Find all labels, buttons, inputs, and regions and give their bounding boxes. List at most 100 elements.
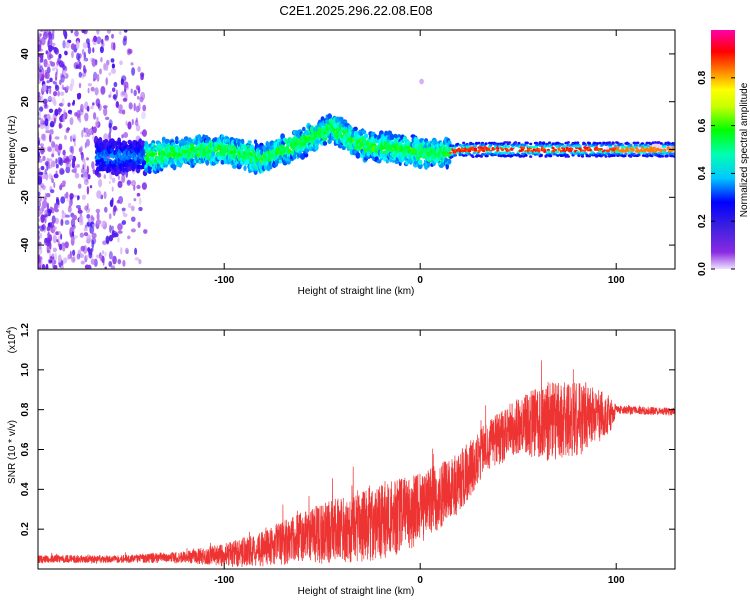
spectrogram-noise-cell [61, 212, 67, 219]
spectrogram-noise-cell [112, 42, 116, 51]
spectrogram-noise-cell [69, 196, 73, 201]
spectrogram-noise-cell [55, 158, 58, 164]
spectrogram-signal-cell [175, 136, 179, 142]
spectrogram-signal-cell [649, 142, 653, 146]
spectrogram-signal-cell [635, 144, 639, 147]
spectrogram-signal-cell [639, 151, 643, 154]
spectrogram-noise-cell [111, 87, 116, 92]
spectrogram-signal-cell [623, 145, 627, 149]
spectrogram-signal-cell [385, 159, 389, 164]
spectrogram-signal-cell [247, 140, 252, 145]
spectrogram-signal-cell [205, 159, 210, 166]
spectrogram-noise-cell [136, 192, 141, 197]
spectrogram-signal-cell [115, 145, 119, 152]
spectrogram-noise-cell [38, 176, 43, 185]
spectrogram-noise-cell [47, 38, 51, 46]
spectrogram-noise-cell [38, 191, 41, 197]
snr-y-ticks: 0.2 0.4 0.6 0.8 1.0 1.2 [20, 323, 675, 536]
spectrogram-y-axis-label: Frequency (Hz) [7, 116, 18, 185]
spectrogram-noise-cell [49, 241, 52, 250]
spectrogram-noise-cell [70, 199, 73, 207]
spectrogram-noise-cell [51, 153, 55, 158]
spectrogram-signal-cell [615, 150, 619, 154]
spectrogram-noise-cell [85, 138, 90, 147]
spectrogram-noise-cell [41, 264, 46, 269]
spectrogram-noise-cell [48, 259, 53, 263]
spectrogram-signal-cell [353, 126, 358, 132]
spectrogram-noise-cell [104, 266, 107, 269]
spectrogram-noise-cell [38, 218, 42, 222]
spectrogram-noise-cell [141, 111, 146, 120]
spectrogram-signal-cell [465, 149, 469, 153]
spectrogram-noise-cell [82, 158, 86, 163]
spectrogram-noise-cell [38, 71, 42, 79]
spectrogram-signal-cell [657, 141, 661, 144]
spectrogram-noise-cell [70, 218, 76, 228]
spectrogram-noise-cell [71, 50, 74, 59]
spectrogram-signal-cell [95, 159, 101, 165]
spectrogram-noise-cell [55, 170, 58, 175]
spectrogram-signal-cell [322, 141, 328, 146]
spectrogram-noise-cell [105, 116, 110, 120]
spectrogram-noise-cell [54, 84, 60, 92]
spectrogram-noise-cell [131, 180, 136, 187]
spectrogram-signal-cell [548, 141, 552, 144]
spectrogram-noise-cell [81, 30, 86, 33]
spectrogram-signal-cell [303, 152, 309, 158]
spectrogram-signal-cell [482, 153, 486, 156]
spectrogram-signal-cell [471, 155, 475, 158]
spectrogram-signal-cell [523, 143, 527, 147]
spectrogram-noise-cell [53, 181, 56, 189]
colorbar-tick-label: 0.2 [697, 214, 708, 228]
spectrogram-signal-cell [320, 116, 325, 121]
spectrogram-noise-cell [101, 255, 105, 263]
spectrogram-noise-cell [60, 74, 65, 83]
spectrogram-noise-cell [108, 251, 113, 260]
spectrogram-signal-cell [653, 141, 658, 144]
spectrogram-signal-cell [450, 155, 454, 159]
spectrogram-noise-cell [124, 88, 127, 93]
snr-x-ticks: -100 0 100 [214, 330, 625, 586]
spectrogram-noise-cell [122, 213, 128, 218]
spectrogram-noise-cell [51, 30, 55, 36]
spectrogram-noise-cell [80, 151, 84, 156]
spectrogram-noise-cell [87, 42, 91, 49]
spectrogram-y-tick-label: 20 [20, 96, 31, 108]
spectrogram-signal-cell [539, 154, 543, 157]
spectrogram-noise-cell [77, 195, 80, 200]
spectrogram-noise-cell [71, 134, 77, 139]
spectrogram-signal-cell [553, 153, 558, 156]
spectrogram-noise-cell [69, 226, 74, 233]
spectrogram-noise-cell [65, 191, 69, 199]
snr-y-tick-label: 1.0 [20, 362, 31, 376]
spectrogram-signal-cell [496, 146, 500, 149]
spectrogram-x-ticks: -100 0 100 [214, 30, 625, 286]
spectrogram-heatmap [38, 30, 675, 269]
spectrogram-noise-cell [38, 186, 42, 192]
spectrogram-noise-cell [83, 57, 87, 62]
spectrogram-noise-cell [44, 103, 48, 107]
spectrogram-noise-cell [96, 30, 100, 35]
spectrogram-noise-cell [57, 235, 61, 244]
spectrogram-noise-cell [90, 247, 94, 252]
spectrogram-signal-cell [327, 113, 332, 120]
colorbar-tick-label: 0.0 [697, 262, 708, 276]
spectrogram-noise-cell [142, 129, 147, 137]
spectrogram-noise-cell [40, 165, 45, 171]
spectrogram-signal-cell [565, 146, 569, 150]
spectrogram-noise-cell [46, 237, 51, 244]
spectrogram-noise-cell [83, 227, 88, 232]
spectrogram-signal-cell [612, 152, 616, 155]
spectrogram-noise-cell [134, 247, 138, 255]
spectrogram-noise-cell [108, 180, 111, 184]
spectrogram-signal-cell [606, 149, 611, 153]
spectrogram-noise-cell [121, 174, 126, 184]
spectrogram-signal-cell [611, 141, 615, 144]
spectrogram-noise-cell [86, 186, 90, 195]
spectrogram-signal-cell [473, 148, 478, 152]
spectrogram-noise-cell [78, 71, 83, 78]
spectrogram-signal-cell [649, 146, 653, 149]
spectrogram-noise-cell [49, 129, 54, 135]
spectrogram-signal-cell [572, 144, 576, 148]
spectrogram-noise-cell [54, 108, 59, 116]
